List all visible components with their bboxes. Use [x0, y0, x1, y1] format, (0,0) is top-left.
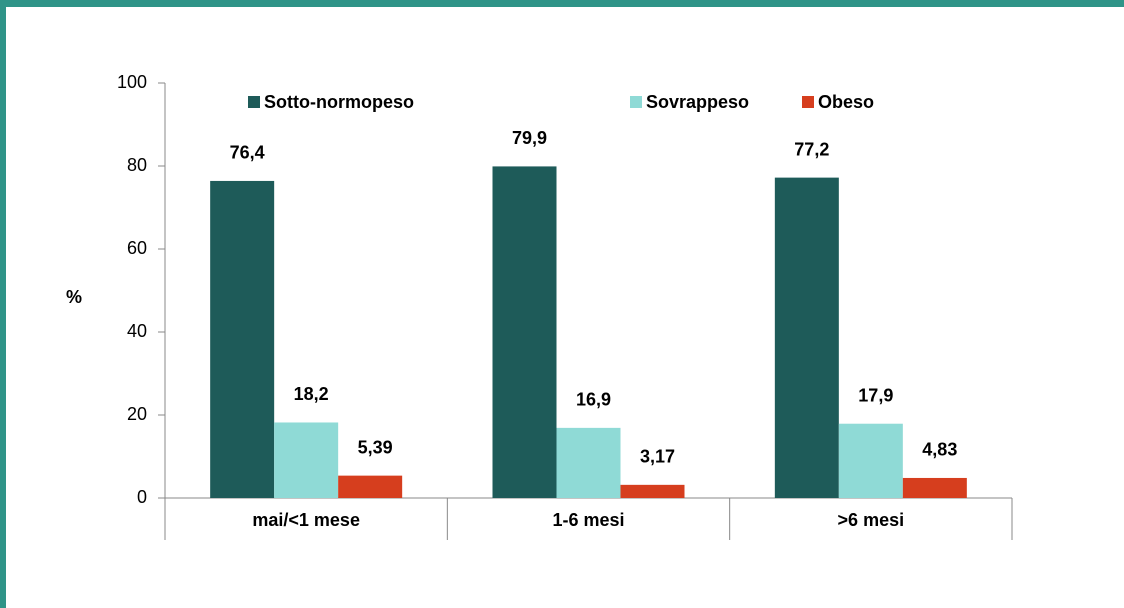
bar — [210, 180, 275, 498]
y-tick-label: 80 — [127, 155, 147, 175]
legend-label: Obeso — [818, 92, 874, 112]
bar — [556, 427, 621, 498]
y-tick-label: 20 — [127, 404, 147, 424]
bar — [774, 177, 839, 498]
bar — [274, 422, 339, 498]
legend-swatch — [802, 96, 814, 108]
bar — [620, 484, 685, 498]
x-tick-label: 1-6 mesi — [552, 510, 624, 530]
y-tick-label: 0 — [137, 487, 147, 507]
y-axis-label: % — [66, 287, 82, 307]
x-tick-label: >6 mesi — [838, 510, 905, 530]
legend-label: Sotto-normopeso — [264, 92, 414, 112]
data-label: 77,2 — [794, 139, 829, 159]
data-label: 3,17 — [640, 447, 675, 467]
bar — [338, 475, 403, 498]
y-tick-label: 60 — [127, 238, 147, 258]
legend-swatch — [630, 96, 642, 108]
x-tick-label: mai/<1 mese — [252, 510, 360, 530]
data-label: 17,9 — [858, 385, 893, 405]
data-label: 76,4 — [230, 143, 265, 163]
frame-left — [0, 0, 6, 608]
legend-label: Sovrappeso — [646, 92, 749, 112]
data-label: 16,9 — [576, 390, 611, 410]
data-label: 79,9 — [512, 128, 547, 148]
data-label: 4,83 — [922, 440, 957, 460]
bar — [492, 166, 557, 499]
legend-swatch — [248, 96, 260, 108]
data-label: 18,2 — [294, 384, 329, 404]
frame-top — [0, 0, 1124, 7]
bar — [902, 477, 967, 498]
bar — [838, 423, 903, 498]
y-tick-label: 40 — [127, 321, 147, 341]
y-tick-label: 100 — [117, 72, 147, 92]
data-label: 5,39 — [358, 437, 393, 457]
